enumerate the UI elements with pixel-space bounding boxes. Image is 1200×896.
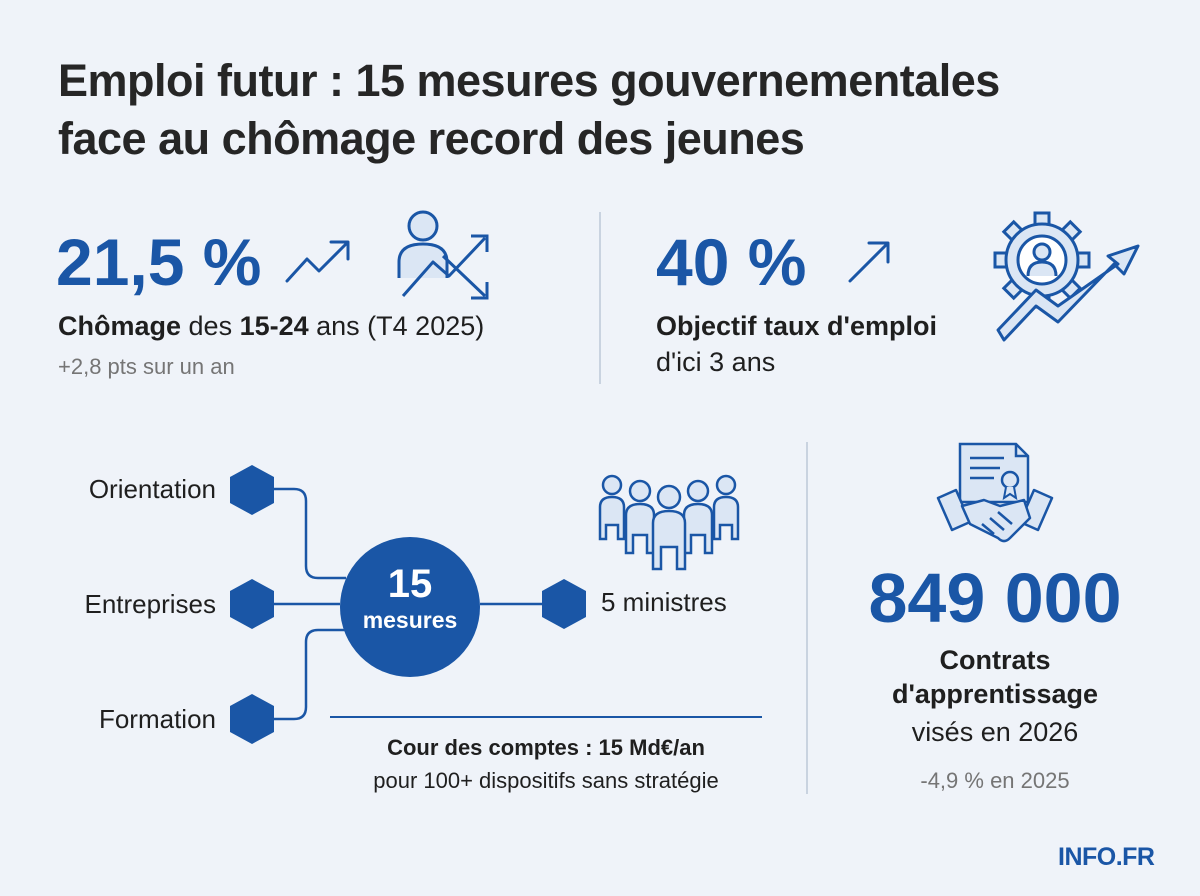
title-line-1: Emploi futur : 15 mesures gouvernemental… — [58, 55, 1000, 106]
age-bold: 15-24 — [239, 311, 309, 341]
site-logo: INFO.FR — [1058, 843, 1155, 871]
apprentissage-label-3: visés en 2026 — [911, 717, 1079, 747]
contract-handshake-icon — [936, 442, 1054, 543]
mesures-label: mesures — [362, 607, 458, 633]
people-group-icon — [598, 474, 740, 571]
chomage-text-2: ans (T4 2025) — [308, 311, 485, 341]
cour-des-comptes-line-1: Cour des comptes : 15 Md€/an — [387, 735, 705, 760]
mesures-count: 15 — [387, 562, 433, 606]
cour-des-comptes-line-2: pour 100+ dispositifs sans stratégie — [373, 768, 719, 793]
stat-emploi-label: Objectif taux d'emploi — [656, 311, 937, 341]
trend-up-arrow-icon — [285, 240, 350, 283]
hexagon-ministres — [542, 579, 586, 629]
stat-emploi-value: 40 % — [656, 225, 807, 299]
trend-up-arrow-icon — [848, 241, 890, 283]
top-divider — [599, 212, 601, 384]
apprentissage-value: 849 000 — [868, 559, 1122, 637]
ministres-label: 5 ministres — [601, 587, 727, 617]
stat-emploi-sublabel: d'ici 3 ans — [656, 347, 776, 377]
mesures-center-circle: 15 mesures — [340, 537, 480, 677]
hexagon-entreprises — [230, 579, 274, 629]
axis-formation-label: Formation — [98, 704, 216, 734]
chomage-bold: Chômage — [58, 311, 182, 341]
hexagon-formation — [230, 694, 274, 744]
hexagon-orientation — [230, 465, 274, 515]
bottom-divider — [806, 442, 808, 794]
axis-orientation-label: Orientation — [88, 474, 216, 504]
stat-chomage-value: 21,5 % — [56, 225, 262, 299]
page-title: Emploi futur : 15 mesures gouvernemental… — [58, 52, 1158, 168]
apprentissage-change: -4,9 % en 2025 — [920, 768, 1070, 793]
gear-person-icon — [993, 211, 1140, 342]
chomage-text-1: des — [181, 311, 240, 341]
cour-divider — [330, 716, 762, 718]
person-growth-icon — [397, 210, 489, 300]
apprentissage-label-2: d'apprentissage — [892, 679, 1098, 709]
apprentissage-label-1: Contrats — [939, 645, 1051, 675]
stat-chomage-label: Chômage des 15-24 ans (T4 2025) — [58, 311, 484, 342]
title-line-2: face au chômage record des jeunes — [58, 113, 805, 164]
axis-entreprises-label: Entreprises — [84, 589, 217, 619]
mesures-connectors — [270, 487, 545, 721]
stat-chomage-change: +2,8 pts sur un an — [58, 354, 235, 379]
